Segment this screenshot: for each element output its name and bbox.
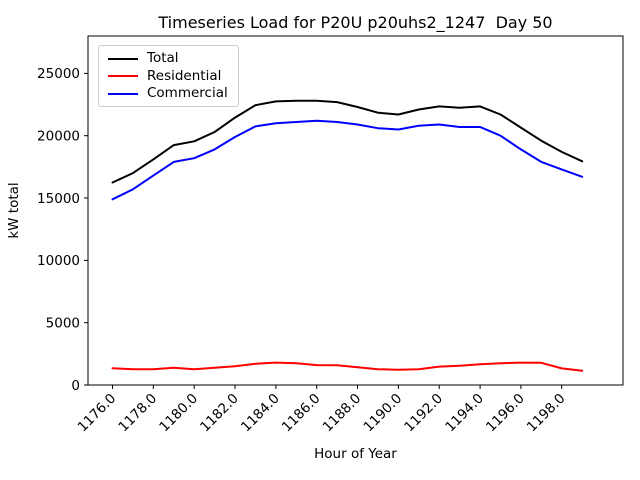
series-line-total — [111, 99, 584, 184]
y-tick-label: 25000 — [37, 66, 80, 82]
y-tick-label: 20000 — [37, 129, 80, 145]
x-tick-label: 1178.0 — [115, 391, 160, 436]
legend-label: Total — [147, 50, 179, 66]
y-tick-label: 0 — [71, 378, 80, 394]
legend-swatch-total — [108, 57, 138, 60]
x-axis-label: Hour of Year — [314, 446, 397, 462]
series-line-residential — [111, 361, 584, 372]
plot-border — [87, 35, 624, 386]
x-tick-label: 1176.0 — [75, 391, 120, 436]
legend-item-total: Total — [108, 50, 238, 67]
y-tick-label: 15000 — [37, 191, 80, 207]
legend-label: Residential — [147, 67, 222, 84]
y-axis-label: kW total — [6, 182, 22, 239]
y-tick-label: 5000 — [46, 316, 80, 332]
legend: Total Residential Commercial — [98, 45, 239, 107]
x-tick-label: 1198.0 — [524, 391, 569, 436]
legend-label: Commercial — [147, 85, 228, 101]
y-tick-label: 10000 — [37, 253, 80, 269]
x-tick-label: 1196.0 — [483, 391, 528, 436]
x-tick-label: 1186.0 — [279, 391, 324, 436]
legend-swatch-commercial — [108, 92, 138, 95]
x-tick-label: 1180.0 — [156, 391, 201, 436]
x-tick-label: 1184.0 — [238, 391, 283, 436]
legend-item-residential: Residential — [108, 68, 238, 85]
x-tick-label: 1192.0 — [401, 391, 446, 436]
legend-item-commercial: Commercial — [108, 85, 238, 102]
x-tick-label: 1190.0 — [361, 391, 406, 436]
legend-swatch-residential — [108, 75, 138, 77]
x-tick-label: 1188.0 — [320, 391, 365, 436]
x-tick-label: 1194.0 — [442, 391, 487, 436]
x-tick-label: 1182.0 — [197, 391, 242, 436]
series-line-commercial — [111, 119, 584, 201]
chart-title: Timeseries Load for P20U p20uhs2_1247 Da… — [158, 13, 553, 32]
